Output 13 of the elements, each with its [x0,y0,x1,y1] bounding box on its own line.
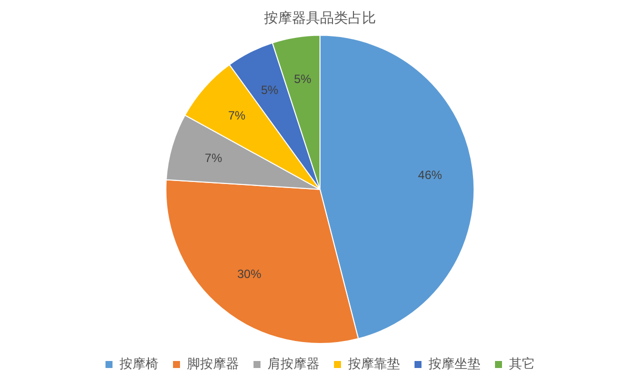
legend-label: 其它 [509,356,535,372]
data-label: 5% [260,82,279,97]
data-label: 7% [228,108,246,122]
legend-label: 肩按摩器 [268,356,320,372]
data-label: 7% [204,150,222,165]
chart-title: 按摩器具品类占比 [264,9,376,26]
data-label: 5% [294,72,312,86]
legend-label: 按摩椅 [120,356,158,372]
legend-label: 脚按摩器 [187,356,239,372]
legend-label: 按摩靠垫 [348,356,400,372]
data-label: 30% [237,267,262,282]
legend-label: 按摩坐垫 [428,356,480,372]
data-label: 46% [418,168,442,182]
